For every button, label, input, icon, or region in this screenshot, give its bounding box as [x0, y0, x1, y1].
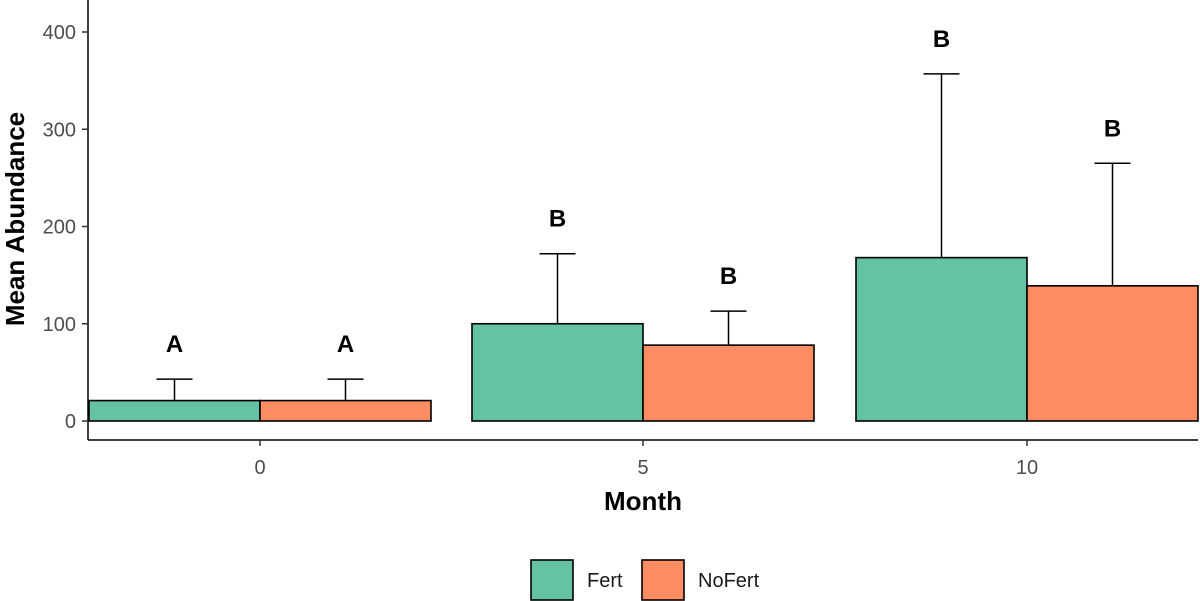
bar-fert-5: [471, 322, 644, 422]
legend-swatch-nofert: [641, 559, 685, 601]
significance-labels: A B B A B B: [166, 26, 1121, 358]
bars: [88, 256, 1199, 422]
significance-letter: B: [549, 206, 566, 233]
x-tick-label: 5: [637, 457, 648, 479]
significance-letter: A: [166, 331, 183, 358]
x-tick-label: 0: [254, 457, 265, 479]
significance-letter: B: [933, 26, 950, 53]
y-tick-label: 300: [43, 119, 76, 141]
x-tick-label: 10: [1016, 457, 1038, 479]
bar-fert-10: [855, 256, 1028, 422]
y-tick-label: 200: [43, 217, 76, 239]
y-tick-label: 400: [43, 22, 76, 44]
legend-label-fert: Fert: [587, 570, 623, 592]
bar-nofert-0: [259, 399, 432, 422]
bar-nofert-5: [642, 344, 815, 422]
y-axis-title: Mean Abundance: [0, 112, 30, 326]
legend-label-nofert: NoFert: [698, 570, 760, 592]
significance-letter: A: [337, 331, 354, 358]
significance-letter: B: [720, 263, 737, 290]
significance-letter: B: [1104, 115, 1121, 142]
legend-swatch-fert: [530, 559, 574, 601]
bar-nofert-10: [1026, 285, 1199, 422]
x-axis-title: Month: [604, 486, 682, 516]
ticks: 0 100 200 300 400 0 5 10: [43, 22, 1039, 479]
legend: Fert NoFert: [530, 559, 760, 601]
y-tick-label: 0: [65, 411, 76, 433]
bar-fert-0: [88, 399, 261, 422]
y-tick-label: 100: [43, 314, 76, 336]
error-bars: [156, 73, 1131, 401]
